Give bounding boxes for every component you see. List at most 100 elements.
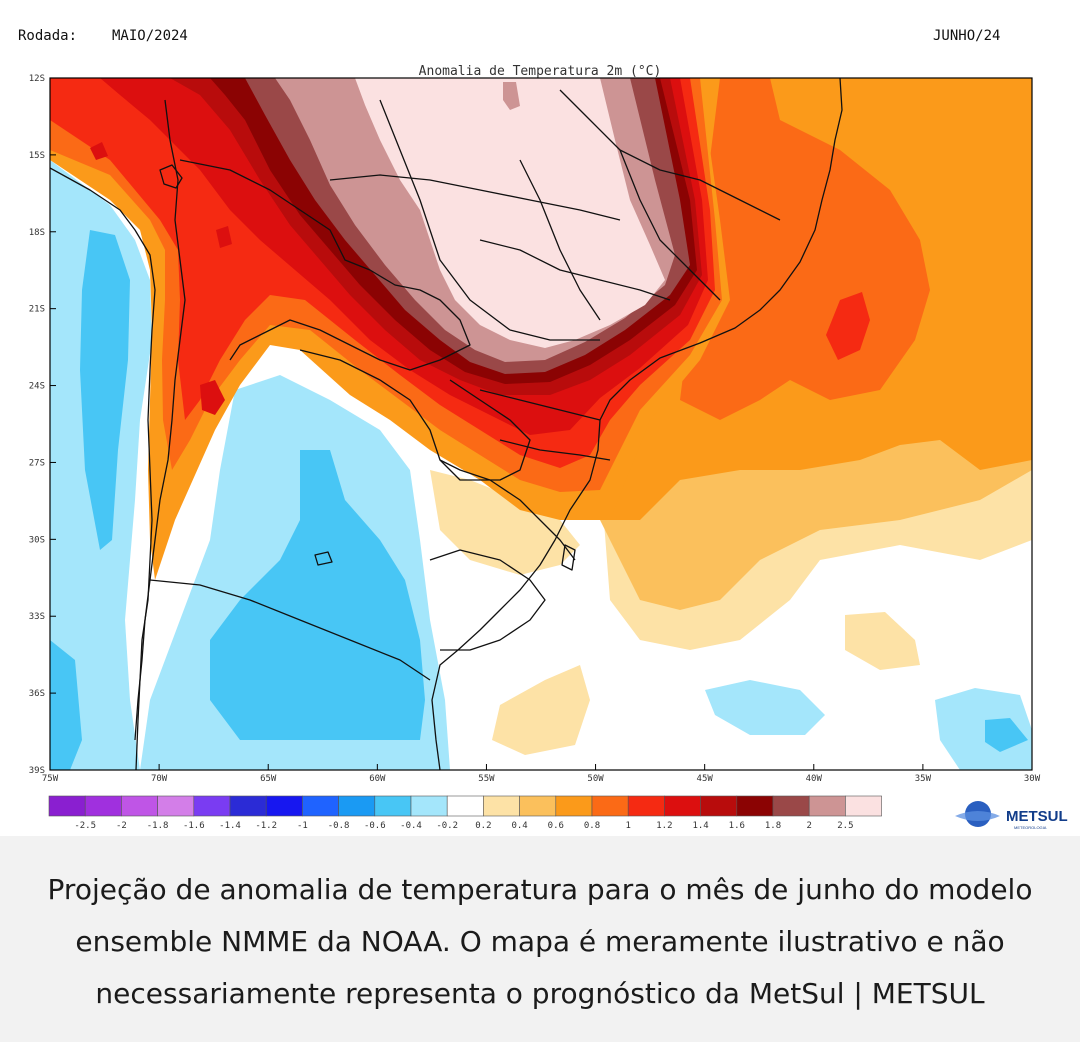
- colorbar-tick-label: -1.8: [147, 821, 169, 831]
- colorbar-tick-label: -1.4: [219, 821, 241, 831]
- colorbar-swatch: [446, 795, 484, 817]
- paraguay-border: [299, 349, 531, 481]
- warm-plume-pale-pink: [355, 78, 665, 348]
- warm-ocean-core: [826, 292, 870, 360]
- brazil-states-6: [479, 239, 671, 301]
- cold-interior: [210, 450, 425, 740]
- warm-patch-sw: [492, 665, 590, 755]
- colorbar-swatch: [772, 795, 810, 817]
- colorbar: -2.5 -2 -1.8 -1.6 -1.4 -1.2 -1 -0.8 -0.6 -0.4 -0.2…: [48, 795, 882, 831]
- colorbar-tick-label: -0.6: [364, 821, 386, 831]
- colorbar-tick-label: 1.2: [656, 821, 672, 831]
- lake-mar-chiquita: [314, 551, 333, 566]
- lat-label: 27S: [29, 458, 45, 468]
- warm-patch-se: [845, 612, 920, 670]
- target-month: JUNHO/24: [933, 28, 1001, 44]
- colorbar-tick-label: -1: [297, 821, 308, 831]
- red-spot-1: [90, 142, 108, 160]
- brand-name: METSUL: [1006, 808, 1068, 825]
- red-spot-2: [200, 380, 225, 415]
- lat-label: 15S: [29, 151, 45, 161]
- colorbar-tick-label: 0.6: [548, 821, 564, 831]
- colorbar-swatch: [410, 795, 448, 817]
- lake-titicaca: [159, 164, 183, 189]
- chile-argentina-south: [149, 579, 431, 681]
- colorbar-swatch: [627, 795, 665, 817]
- colorbar-swatch: [664, 795, 701, 817]
- longitude-axis: 75W 70W 65W 60W 55W 50W 45W 40W 35W 30W: [42, 764, 1041, 784]
- lon-label: 35W: [915, 774, 932, 784]
- colorbar-tick-label: 2: [806, 821, 811, 831]
- lat-label: 12S: [29, 74, 45, 84]
- latitude-axis: 12S 15S 18S 21S 24S 27S 30S 33S 36S 39S: [29, 74, 56, 776]
- colorbar-swatch: [193, 795, 231, 817]
- colorbar-swatch: [265, 795, 303, 817]
- colorbar-swatch: [845, 795, 882, 817]
- lon-label: 40W: [806, 774, 823, 784]
- colorbar-swatch: [591, 795, 629, 817]
- colorbar-tick-label: -0.8: [328, 821, 350, 831]
- warm-plume-inner-rose: [503, 82, 520, 110]
- colorbar-swatch: [229, 795, 267, 817]
- brand-tagline: METEOROLOGIA: [1014, 825, 1047, 830]
- lon-label: 65W: [260, 774, 277, 784]
- lon-label: 75W: [42, 774, 59, 784]
- lon-label: 45W: [697, 774, 714, 784]
- cold-pacific-south: [50, 640, 82, 770]
- cold-south-atlantic-2: [935, 688, 1032, 770]
- colorbar-swatch: [374, 795, 412, 817]
- brazil-states-8: [499, 439, 611, 461]
- country-borders: [50, 78, 843, 770]
- map-figure: Anomalia de Temperatura 2m (°C): [29, 64, 1068, 831]
- colorbar-tick-label: 1: [625, 821, 630, 831]
- colorbar-tick-label: 2.5: [837, 821, 853, 831]
- colorbar-swatch: [555, 795, 593, 817]
- atlantic-coastline: [431, 78, 843, 770]
- cold-south-atlantic-3: [985, 718, 1028, 752]
- lat-label: 21S: [29, 305, 45, 315]
- run-label: Rodada:: [18, 28, 78, 44]
- colorbar-tick-label: -1.6: [183, 821, 205, 831]
- warm-patch-coast: [430, 470, 580, 575]
- colorbar-swatch: [736, 795, 774, 817]
- run-value: MAIO/2024: [112, 28, 188, 44]
- colorbar-tick-label: -0.2: [436, 821, 458, 831]
- colorbar-tick-label: 0.2: [475, 821, 491, 831]
- colorbar-tick-label: 1.4: [692, 821, 708, 831]
- colorbar-swatch: [519, 795, 557, 817]
- colorbar-tick-label: 0.4: [511, 821, 527, 831]
- colorbar-swatch: [700, 795, 738, 817]
- caption-panel: Projeção de anomalia de temperatura para…: [0, 836, 1080, 1042]
- colorbar-swatch: [808, 795, 846, 817]
- lat-label: 30S: [29, 535, 45, 545]
- brazil-states-4: [619, 149, 721, 301]
- caption-text: Projeção de anomalia de temperatura para…: [47, 873, 1033, 1010]
- cold-pacific: [80, 230, 130, 550]
- lon-label: 60W: [369, 774, 386, 784]
- globe-swoosh-icon: [955, 811, 1000, 821]
- cold-south-atlantic-1: [705, 680, 825, 735]
- bolivia-border: [179, 159, 471, 371]
- colorbar-tick-label: 1.8: [765, 821, 781, 831]
- metsul-logo: METSUL METEOROLOGIA: [955, 801, 1068, 830]
- colorbar-swatch: [483, 795, 520, 817]
- colorbar-swatch: [338, 795, 376, 817]
- lon-label: 55W: [478, 774, 495, 784]
- lat-label: 33S: [29, 612, 45, 622]
- colorbar-tick-label: -1.2: [255, 821, 277, 831]
- lon-label: 30W: [1024, 774, 1041, 784]
- brazil-states-1: [329, 174, 621, 221]
- lagoa-dos-patos: [561, 544, 576, 571]
- lat-label: 18S: [29, 228, 45, 238]
- colorbar-tick-label: 1.6: [729, 821, 745, 831]
- map-frame: [49, 77, 1033, 771]
- colorbar-swatch: [48, 795, 86, 817]
- red-spot-3: [216, 226, 232, 248]
- colorbar-tick-label: 0.8: [584, 821, 600, 831]
- lat-label: 24S: [29, 382, 45, 392]
- colorbar-swatch: [302, 795, 339, 817]
- lat-label: 36S: [29, 689, 45, 699]
- pacific-coastline: [50, 167, 156, 770]
- colorbar-tick-label: -2: [116, 821, 127, 831]
